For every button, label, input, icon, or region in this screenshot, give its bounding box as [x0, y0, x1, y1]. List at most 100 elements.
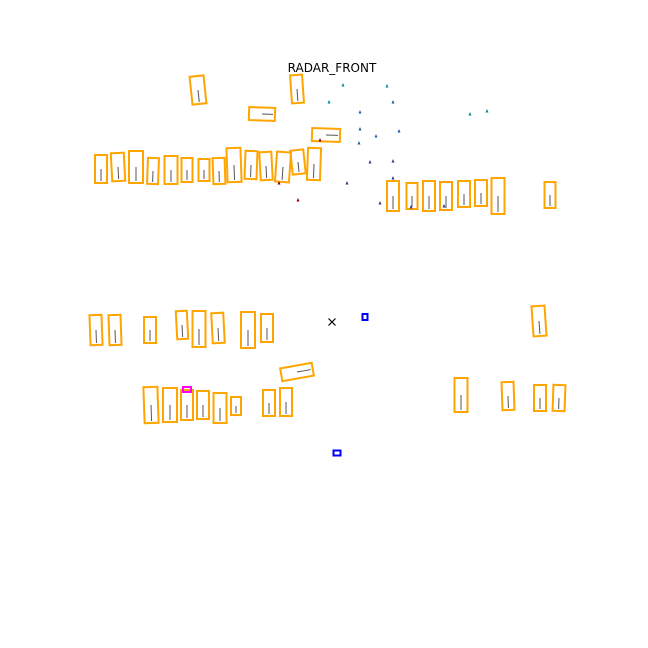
bounding-box: [162, 387, 178, 423]
bounding-box-rect: [273, 150, 293, 184]
bounding-box-rect: [551, 383, 567, 413]
bounding-box-rect: [109, 151, 127, 183]
radar-point: [397, 129, 401, 133]
bounding-box-rect: [305, 146, 323, 182]
bounding-box-rect: [107, 313, 123, 347]
bounding-box: [212, 392, 228, 424]
radar-point: [378, 201, 382, 205]
radar-point: [391, 159, 395, 163]
bounding-box: [88, 313, 104, 347]
bounding-box: [457, 180, 471, 208]
bounding-box: [305, 146, 323, 182]
bounding-boxes: [88, 73, 567, 425]
plot-title: RADAR_FRONT: [287, 61, 377, 75]
radar-point: [442, 204, 446, 208]
bounding-box-rect: [88, 313, 104, 347]
bounding-box-rect: [260, 313, 274, 343]
bounding-box: [174, 309, 190, 341]
bounding-box-rect: [386, 180, 400, 212]
bounding-box: [453, 377, 469, 413]
radar-point: [341, 83, 345, 87]
heading-line: [281, 166, 284, 181]
bounding-box-rect: [533, 384, 547, 412]
radar-point: [277, 181, 281, 185]
bounding-box: [210, 311, 226, 345]
bounding-box: [243, 149, 259, 181]
bounding-box-rect: [490, 177, 506, 215]
bounding-box-rect: [453, 377, 469, 413]
bounding-box-rect: [174, 309, 190, 341]
bounding-box: [211, 156, 227, 186]
bounding-box: [247, 106, 277, 122]
bounding-box-rect: [288, 73, 306, 105]
bounding-box: [258, 150, 274, 182]
bounding-box-rect: [405, 182, 419, 210]
heading-line: [217, 327, 220, 342]
radar-point: [327, 100, 331, 104]
bounding-box: [474, 179, 488, 207]
bounding-box: [260, 313, 274, 343]
bounding-box-rect: [278, 361, 316, 383]
bounding-box: [163, 155, 179, 185]
bounding-box-rect: [210, 311, 226, 345]
bounding-box: [500, 380, 516, 412]
radar-points: [277, 83, 489, 209]
bounding-box: [240, 311, 256, 349]
bounding-box-rect: [243, 149, 259, 181]
bounding-box: [551, 383, 567, 413]
bounding-box-rect: [247, 106, 277, 122]
heading-line: [233, 164, 236, 181]
bounding-box: [310, 126, 342, 144]
radar-point: [385, 84, 389, 88]
bounding-box-rect: [500, 380, 516, 412]
bounding-box: [197, 158, 211, 182]
bounding-box-rect: [188, 74, 208, 106]
bounding-box: [490, 177, 506, 215]
bounding-box: [107, 313, 123, 347]
bounding-box: [278, 361, 316, 383]
bounding-box-rect: [457, 180, 471, 208]
radar-point: [468, 112, 472, 116]
bounding-box: [422, 180, 436, 212]
radar-point: [368, 160, 372, 164]
heading-line: [265, 165, 268, 179]
bounding-box-rect: [143, 316, 157, 344]
radar-point: [409, 205, 413, 209]
bounding-box: [128, 150, 144, 184]
bounding-box-rect: [128, 150, 144, 184]
bounding-box: [94, 154, 108, 184]
bounding-box: [109, 151, 127, 183]
bounding-box: [439, 181, 453, 211]
heading-line: [181, 324, 184, 338]
radar-point: [296, 198, 300, 202]
bounding-box: [533, 384, 547, 412]
bounding-box: [146, 156, 160, 186]
bounding-box-rect: [230, 396, 242, 416]
bounding-box-rect: [262, 389, 276, 417]
bounding-box-rect: [225, 146, 243, 184]
bounding-box-rect: [543, 181, 557, 209]
radar-point: [358, 110, 362, 114]
bounding-box: [225, 146, 243, 184]
blue-object-box: [361, 313, 369, 321]
radar-point: [318, 138, 322, 142]
x-marker-icon: [328, 318, 336, 326]
bounding-box-rect: [422, 180, 436, 212]
bounding-box-rect: [211, 156, 227, 186]
heading-line: [150, 404, 153, 422]
bounding-box-rect: [180, 389, 194, 421]
bounding-box-rect: [474, 179, 488, 207]
bounding-box: [230, 396, 242, 416]
blue-object-box: [332, 449, 342, 457]
bounding-box-rect: [530, 304, 548, 338]
bounding-box-rect: [240, 311, 256, 349]
radar-point: [358, 127, 362, 131]
bounding-box: [142, 385, 160, 425]
bounding-box-rect: [163, 155, 179, 185]
heading-line: [297, 161, 300, 172]
bounding-box: [180, 157, 194, 183]
radar-point: [391, 176, 395, 180]
bounding-box-rect: [197, 158, 211, 182]
bounding-box: [530, 304, 548, 338]
